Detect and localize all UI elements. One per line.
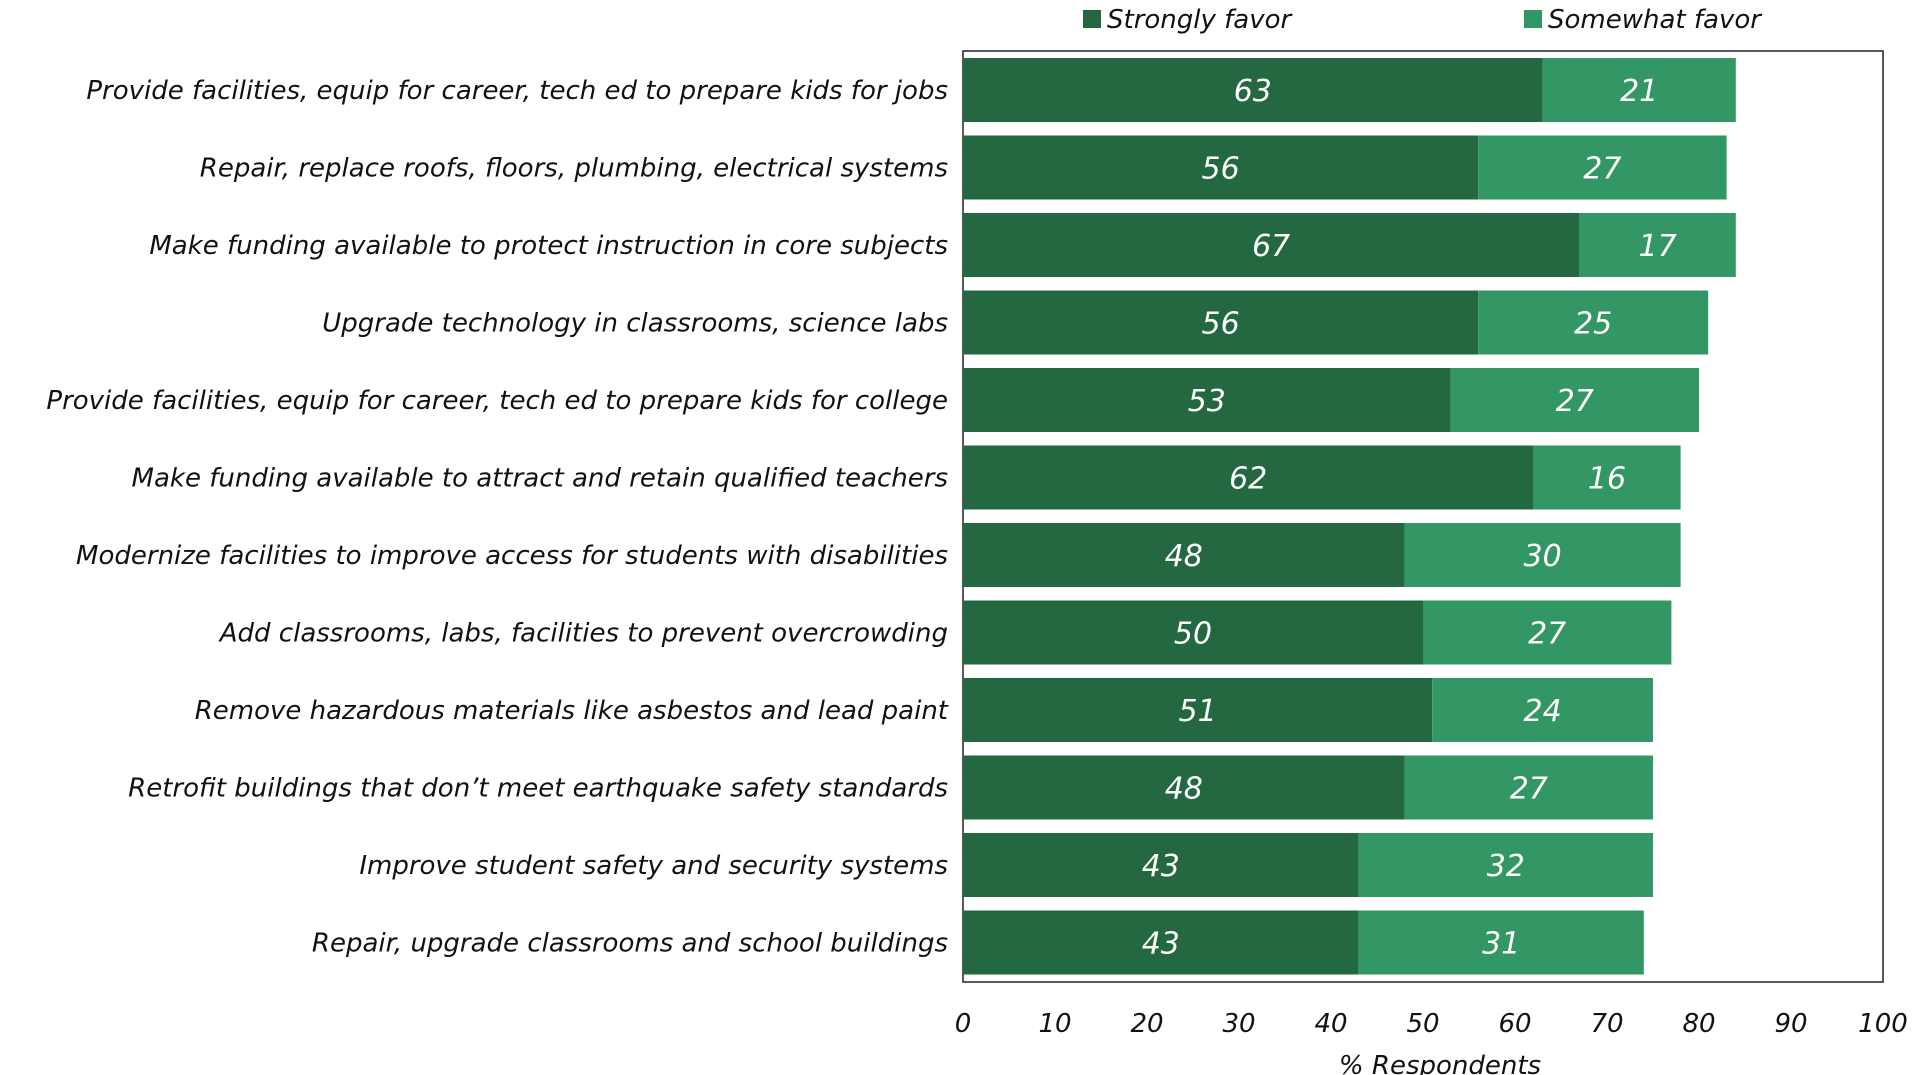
x-tick-label-70: 70: [1590, 1009, 1623, 1039]
data-label-strongly-6: 48: [1165, 539, 1203, 574]
plot-area-frame: [962, 50, 1884, 983]
bar-somewhat-2: [1579, 213, 1736, 277]
category-label-6: Modernize facilities to improve access f…: [76, 541, 948, 571]
bar-strongly-9: [963, 755, 1405, 820]
x-tick-label-10: 10: [1038, 1009, 1071, 1039]
bar-somewhat-5: [1533, 445, 1681, 510]
data-label-somewhat-10: 32: [1487, 849, 1525, 884]
data-label-somewhat-0: 21: [1620, 74, 1658, 109]
category-label-0: Provide facilities, equip for career, te…: [86, 76, 948, 106]
data-label-strongly-5: 62: [1229, 462, 1267, 497]
x-tick-label-0: 0: [955, 1009, 972, 1039]
category-label-5: Make funding available to attract and re…: [132, 464, 948, 494]
bar-somewhat-9: [1404, 755, 1653, 820]
x-axis-title: % Respondents: [1339, 1051, 1541, 1075]
category-labels: Provide facilities, equip for career, te…: [46, 76, 948, 959]
data-label-strongly-11: 43: [1142, 927, 1180, 962]
data-label-somewhat-7: 27: [1528, 617, 1566, 652]
bar-somewhat-3: [1478, 290, 1709, 355]
data-label-strongly-3: 56: [1202, 307, 1240, 342]
data-label-somewhat-1: 27: [1583, 152, 1621, 187]
data-label-strongly-1: 56: [1202, 152, 1240, 187]
x-tick-label-80: 80: [1682, 1009, 1715, 1039]
bar-strongly-5: [963, 445, 1534, 510]
bar-strongly-4: [963, 368, 1451, 432]
data-label-strongly-4: 53: [1188, 384, 1226, 419]
x-tick-label-60: 60: [1498, 1009, 1531, 1039]
category-label-1: Repair, replace roofs, floors, plumbing,…: [200, 154, 948, 184]
bar-somewhat-8: [1432, 678, 1653, 742]
category-label-4: Provide facilities, equip for career, te…: [46, 386, 948, 416]
x-tick-label-90: 90: [1774, 1009, 1807, 1039]
legend: Strongly favor Somewhat favor: [1083, 5, 1763, 35]
data-label-somewhat-3: 25: [1574, 307, 1612, 342]
data-label-strongly-8: 51: [1179, 694, 1217, 729]
bar-somewhat-0: [1542, 58, 1736, 122]
bars-group: 63 21 56 27 67 17 56 25 53 27 62 16 48 30 50 27 51 24 48 27…: [963, 58, 1736, 975]
category-label-7: Add classrooms, labs, facilities to prev…: [218, 619, 948, 649]
bar-strongly-7: [963, 600, 1423, 665]
data-label-strongly-2: 67: [1252, 229, 1290, 264]
data-label-somewhat-9: 27: [1510, 772, 1548, 807]
data-label-somewhat-6: 30: [1524, 539, 1562, 574]
category-label-10: Improve student safety and security syst…: [359, 851, 948, 881]
bar-somewhat-6: [1404, 523, 1681, 587]
legend-swatch-somewhat-favor: [1524, 10, 1542, 28]
x-tick-label-30: 30: [1222, 1009, 1255, 1039]
category-label-9: Retrofit buildings that don’t meet earth…: [128, 774, 948, 804]
bar-strongly-8: [963, 678, 1433, 742]
category-label-3: Upgrade technology in classrooms, scienc…: [322, 309, 948, 339]
bar-strongly-1: [963, 135, 1479, 200]
data-label-strongly-7: 50: [1174, 617, 1212, 652]
category-label-8: Remove hazardous materials like asbestos…: [195, 696, 949, 726]
bar-strongly-6: [963, 523, 1405, 587]
legend-label-somewhat-favor: Somewhat favor: [1548, 5, 1763, 35]
legend-label-strongly-favor: Strongly favor: [1107, 5, 1294, 35]
data-label-somewhat-8: 24: [1524, 694, 1562, 729]
data-label-somewhat-4: 27: [1556, 384, 1594, 419]
bar-strongly-3: [963, 290, 1479, 355]
data-label-strongly-0: 63: [1234, 74, 1272, 109]
bar-somewhat-1: [1478, 135, 1727, 200]
bar-strongly-2: [963, 213, 1580, 277]
bar-somewhat-4: [1450, 368, 1699, 432]
bar-strongly-0: [963, 58, 1543, 122]
bar-somewhat-11: [1358, 910, 1644, 975]
data-label-somewhat-11: 31: [1482, 927, 1520, 962]
bar-somewhat-10: [1358, 833, 1653, 897]
legend-swatch-strongly-favor: [1083, 10, 1101, 28]
x-tick-label-100: 100: [1858, 1009, 1908, 1039]
bar-somewhat-7: [1423, 600, 1672, 665]
bar-strongly-10: [963, 833, 1359, 897]
x-tick-label-20: 20: [1130, 1009, 1163, 1039]
category-label-2: Make funding available to protect instru…: [149, 231, 948, 261]
data-label-somewhat-5: 16: [1588, 462, 1626, 497]
bar-strongly-11: [963, 910, 1359, 975]
x-tick-label-50: 50: [1406, 1009, 1439, 1039]
category-label-11: Repair, upgrade classrooms and school bu…: [312, 929, 948, 959]
data-label-strongly-9: 48: [1165, 772, 1203, 807]
data-label-strongly-10: 43: [1142, 849, 1180, 884]
data-label-somewhat-2: 17: [1639, 229, 1677, 264]
x-tick-label-40: 40: [1314, 1009, 1347, 1039]
x-axis-ticks: 0 10 20 30 40 50 60 70 80 90 100: [955, 1009, 1908, 1039]
